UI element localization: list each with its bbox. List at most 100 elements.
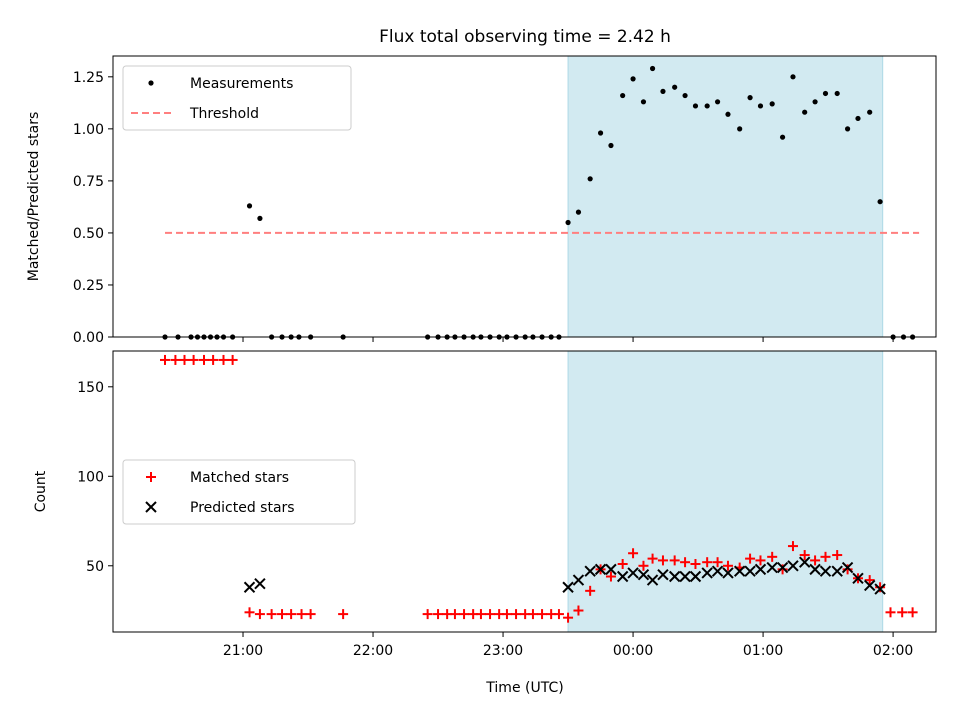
data-point xyxy=(562,581,574,593)
data-point xyxy=(449,609,460,620)
data-point xyxy=(863,579,876,592)
legend-label: Measurements xyxy=(190,76,293,92)
panel-counts: 50 100 150 21:00 22:00 23:00 00:00 01:00 02:00 Co… xyxy=(33,350,937,659)
data-point xyxy=(701,567,713,579)
data-point xyxy=(584,565,596,577)
data-point xyxy=(874,583,886,595)
data-point xyxy=(855,115,861,122)
data-point xyxy=(587,176,593,182)
data-point xyxy=(575,209,582,215)
legend-marker xyxy=(146,472,156,482)
data-point xyxy=(702,557,713,568)
data-point xyxy=(630,76,636,82)
data-point xyxy=(594,563,607,576)
data-point xyxy=(877,199,883,205)
data-point xyxy=(842,564,853,575)
data-point xyxy=(617,558,628,569)
data-point xyxy=(875,582,886,593)
data-point xyxy=(704,103,710,109)
data-point xyxy=(799,550,810,561)
data-point xyxy=(798,556,811,568)
data-point xyxy=(754,563,767,576)
data-point xyxy=(646,574,659,586)
panel-ratio: 0.00 0.25 0.50 0.75 1.00 1.25 Matched/Predicte… xyxy=(26,55,937,346)
data-point xyxy=(672,84,678,90)
data-point xyxy=(822,90,829,97)
data-point xyxy=(527,609,538,620)
data-point xyxy=(277,609,288,620)
legend-box xyxy=(122,65,352,131)
y-tick-label: 150 xyxy=(77,380,104,396)
data-point xyxy=(475,609,486,620)
legend-ratio: Measurements Threshold xyxy=(122,65,352,131)
data-point xyxy=(680,557,691,568)
data-point xyxy=(620,92,626,99)
data-point xyxy=(605,571,616,582)
legend-count: Matched stars Predicted stars xyxy=(122,459,356,525)
x-tick-label: 22:00 xyxy=(353,643,393,659)
axes-frame-count xyxy=(112,350,937,633)
data-point xyxy=(647,553,658,564)
data-point xyxy=(649,65,656,72)
y-tick-label: 50 xyxy=(86,559,104,575)
data-point xyxy=(712,557,723,568)
legend-marker xyxy=(148,80,154,86)
legend-label: Matched stars xyxy=(190,470,289,486)
observing-window-count xyxy=(567,350,884,633)
legend-box xyxy=(122,459,356,525)
data-point xyxy=(907,607,918,618)
data-point xyxy=(640,99,647,105)
data-point xyxy=(422,609,433,620)
x-tick-label: 01:00 xyxy=(743,643,783,659)
data-point xyxy=(766,561,778,574)
data-point xyxy=(305,609,316,620)
data-point xyxy=(745,553,756,564)
data-point xyxy=(637,569,650,581)
data-point xyxy=(779,134,786,140)
data-point xyxy=(657,569,669,581)
data-point xyxy=(852,572,864,585)
data-point xyxy=(747,95,753,101)
data-point xyxy=(897,607,908,618)
data-point xyxy=(809,563,821,576)
data-point xyxy=(790,74,796,80)
data-point xyxy=(485,609,496,620)
data-point xyxy=(597,130,604,136)
y-tick-label: 1.25 xyxy=(73,70,104,86)
data-point xyxy=(769,101,775,107)
x-axis-label: Time (UTC) xyxy=(485,680,563,696)
data-point xyxy=(679,570,691,583)
x-tick-label: 21:00 xyxy=(223,643,263,659)
data-point xyxy=(170,354,181,365)
data-point xyxy=(573,605,584,616)
data-point xyxy=(867,109,873,115)
legend-label: Predicted stars xyxy=(190,500,295,516)
data-point xyxy=(254,577,266,590)
observing-window-ratio xyxy=(567,55,884,338)
data-point xyxy=(725,111,731,117)
data-point xyxy=(692,103,699,109)
y-axis-label-ratio: Matched/Predicted stars xyxy=(26,112,42,282)
data-point xyxy=(841,561,854,574)
data-point xyxy=(812,99,818,105)
x-tick-label: 23:00 xyxy=(483,643,523,659)
data-point xyxy=(819,565,832,577)
y-axis-label-count: Count xyxy=(33,470,49,512)
data-point xyxy=(638,560,649,571)
data-point xyxy=(737,126,743,132)
data-point xyxy=(755,555,766,566)
data-point xyxy=(227,354,238,365)
legend-label: Threshold xyxy=(189,106,259,122)
data-point xyxy=(572,574,585,586)
data-point xyxy=(802,109,808,115)
figure-title: Flux total observing time = 2.42 h xyxy=(379,27,671,47)
series-predicted-stars xyxy=(243,556,886,595)
data-point xyxy=(244,607,255,618)
data-point xyxy=(296,609,307,620)
data-point xyxy=(433,609,444,620)
data-point xyxy=(777,564,788,575)
data-point xyxy=(605,563,617,576)
data-point xyxy=(810,555,821,566)
x-tick-label: 02:00 xyxy=(873,643,913,659)
data-point xyxy=(657,555,668,566)
